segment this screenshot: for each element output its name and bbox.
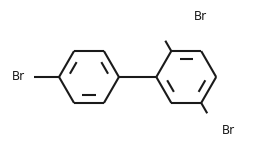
Text: Br: Br — [11, 71, 25, 83]
Text: Br: Br — [194, 10, 207, 23]
Text: Br: Br — [221, 124, 234, 137]
